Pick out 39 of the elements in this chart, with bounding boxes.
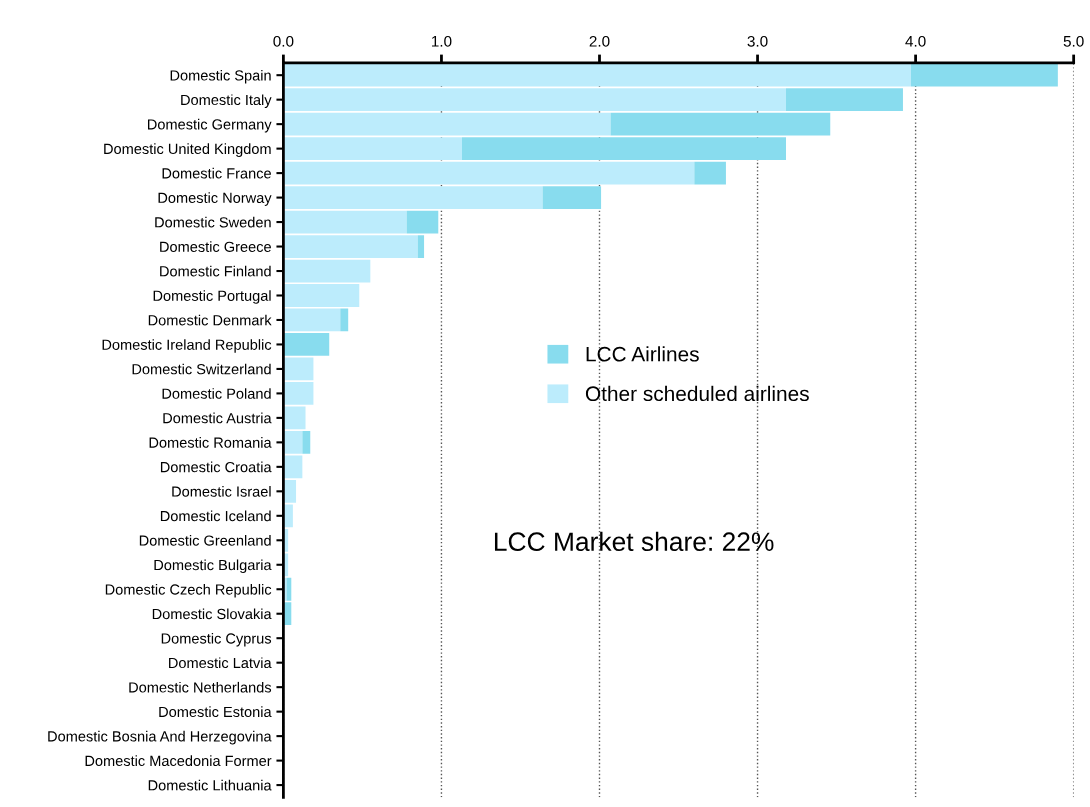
legend-label: Other scheduled airlines (585, 385, 809, 402)
y-tick-label: Domestic Bosnia And Herzegovina (48, 730, 272, 745)
y-tick-label: Domestic Israel (172, 486, 271, 497)
x-tick-label: 5.0 (1063, 35, 1084, 47)
y-tick-label: Domestic France (162, 167, 271, 179)
y-tick-label: Domestic Netherlands (129, 681, 272, 693)
y-tick-label: Domestic Sweden (155, 216, 271, 228)
y-tick-label: Domestic Spain (170, 69, 271, 84)
y-tick-label: Domestic Iceland (160, 510, 271, 522)
y-tick-label: Domestic Estonia (159, 706, 272, 718)
annotation: LCC Market share: 22% (494, 531, 774, 552)
y-tick-label: Domestic Croatia (160, 461, 272, 473)
y-tick-label: Domestic Greenland (139, 535, 271, 546)
y-tick-label: Domestic Italy (181, 94, 272, 108)
x-tick-label: 3.0 (747, 35, 768, 47)
y-tick-label: Domestic Greece (160, 241, 271, 252)
y-tick-label: Domestic Austria (163, 412, 272, 424)
y-tick-label: Domestic Norway (158, 192, 272, 206)
y-tick-label: Domestic Germany (148, 118, 272, 133)
y-tick-label: Domestic Lithuania (148, 779, 272, 791)
x-tick-label: 0.0 (273, 35, 294, 47)
x-tick-label: 4.0 (905, 35, 926, 47)
y-tick-label: Domestic Slovakia (152, 608, 272, 620)
x-tick-label: 2.0 (589, 35, 610, 47)
y-tick-label: Domestic Latvia (169, 657, 272, 669)
y-tick-label: Domestic Cyprus (161, 632, 272, 647)
y-tick-label: Domestic United Kingdom (104, 143, 271, 157)
x-tick-label: 1.0 (432, 35, 452, 47)
legend-label: LCC Airlines (586, 346, 699, 362)
y-tick-label: Domestic Macedonia Former (85, 755, 272, 767)
y-tick-label: Domestic Denmark (148, 314, 272, 326)
y-tick-label: Domestic Finland (160, 265, 271, 277)
y-tick-label: Domestic Ireland Republic (102, 339, 272, 353)
y-tick-label: Domestic Bulgaria (154, 559, 272, 574)
y-tick-label: Domestic Poland (162, 388, 271, 399)
y-tick-label: Domestic Czech Republic (105, 583, 272, 598)
y-tick-label: Domestic Switzerland (132, 363, 271, 375)
y-tick-label: Domestic Romania (149, 437, 272, 448)
y-tick-label: Domestic Portugal (153, 290, 271, 304)
